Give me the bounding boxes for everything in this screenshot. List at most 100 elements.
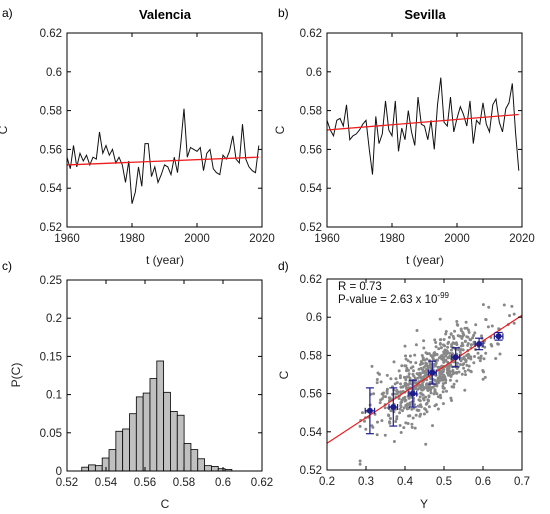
binned-mean-point xyxy=(476,340,483,347)
histogram-bar xyxy=(190,449,199,472)
scatter-point xyxy=(469,369,473,373)
scatter-point xyxy=(426,387,430,391)
scatter-point xyxy=(424,351,428,355)
scatter-point xyxy=(455,371,459,374)
histogram-bar xyxy=(204,465,212,472)
y-tick-label: 0.62 xyxy=(300,274,322,286)
scatter-point xyxy=(464,373,467,377)
x-tick-label: 0.52 xyxy=(56,477,78,489)
scatter-point xyxy=(400,364,404,368)
scatter-point xyxy=(395,389,399,393)
scatter-point xyxy=(421,368,425,372)
x-tick-label: 1980 xyxy=(379,233,405,245)
scatter-point xyxy=(395,392,399,396)
scatter-point xyxy=(448,363,452,367)
scatter-point xyxy=(415,372,419,376)
histogram-bar xyxy=(122,428,130,472)
scatter-point xyxy=(404,421,408,425)
scatter-point xyxy=(408,414,412,418)
panel-c-label: c) xyxy=(2,259,12,273)
scatter-point xyxy=(436,376,440,380)
scatter-point xyxy=(438,370,442,374)
scatter-point xyxy=(383,433,387,437)
scatter-point xyxy=(410,425,414,429)
y-tick-label: 0.56 xyxy=(40,144,62,156)
scatter-point xyxy=(432,392,436,396)
scatter-point xyxy=(445,389,448,393)
scatter-point xyxy=(358,424,362,428)
scatter-point xyxy=(439,354,443,358)
scatter-point xyxy=(460,341,464,345)
histogram-bar xyxy=(115,430,124,472)
scatter-point xyxy=(438,373,442,377)
scatter-point xyxy=(459,359,463,363)
x-tick-label: 0.62 xyxy=(251,477,273,489)
scatter-points xyxy=(358,303,516,466)
scatter-point xyxy=(409,360,413,364)
scatter-point xyxy=(379,398,383,402)
scatter-point xyxy=(444,378,448,382)
scatter-point xyxy=(393,382,397,386)
scatter-point xyxy=(457,370,461,374)
scatter-point xyxy=(455,379,459,383)
histogram-bar xyxy=(183,443,192,472)
x-tick-label: 0.4 xyxy=(397,476,414,488)
scatter-point xyxy=(436,407,440,411)
y-tick-label: 0.54 xyxy=(40,183,63,195)
scatter-point xyxy=(405,407,409,411)
histogram-bar xyxy=(135,396,144,472)
scatter-point xyxy=(510,304,514,308)
histogram-bar xyxy=(129,413,137,472)
scatter-point xyxy=(383,406,387,410)
scatter-point xyxy=(465,335,469,339)
scatter-point xyxy=(512,312,516,316)
scatter-point xyxy=(380,419,384,423)
y-tick-label: 0.6 xyxy=(46,67,62,79)
x-tick-label: 2000 xyxy=(444,233,470,245)
scatter-point xyxy=(442,338,446,341)
y-tick-label: 0.56 xyxy=(300,144,322,156)
scatter-point xyxy=(398,407,402,411)
scatter-point xyxy=(462,333,466,337)
scatter-point xyxy=(463,388,467,392)
scatter-point xyxy=(438,342,442,346)
scatter-point xyxy=(402,375,406,379)
scatter-point xyxy=(358,459,362,463)
scatter-point xyxy=(463,369,467,373)
scatter-point xyxy=(433,390,437,394)
scatter-point xyxy=(415,408,419,412)
scatter-point xyxy=(394,377,398,381)
scatter-point xyxy=(433,353,437,357)
scatter-point xyxy=(370,364,374,368)
scatter-point xyxy=(484,351,488,355)
scatter-point xyxy=(446,345,450,349)
scatter-point xyxy=(464,360,468,364)
scatter-point xyxy=(458,350,462,354)
scatter-point xyxy=(404,384,408,388)
scatter-point xyxy=(424,442,428,446)
scatter-point xyxy=(399,404,403,407)
plot-frame xyxy=(66,32,263,228)
scatter-point xyxy=(388,417,392,420)
y-tick-label: 0.62 xyxy=(300,28,322,40)
scatter-point xyxy=(404,364,408,368)
scatter-point xyxy=(435,358,439,362)
scatter-point xyxy=(417,367,421,371)
scatter-point xyxy=(448,370,452,374)
scatter-point xyxy=(404,381,408,385)
scatter-point xyxy=(397,397,401,400)
scatter-point xyxy=(422,346,426,350)
scatter-point xyxy=(438,338,442,342)
scatter-point xyxy=(404,357,408,361)
scatter-point xyxy=(448,351,452,355)
scatter-point xyxy=(375,433,379,437)
histogram-bar xyxy=(156,360,165,472)
scatter-point xyxy=(437,379,441,383)
scatter-point xyxy=(388,396,392,400)
scatter-point xyxy=(414,413,418,417)
y-tick-label: 0.56 xyxy=(300,389,322,401)
scatter-point xyxy=(397,369,401,373)
scatter-point xyxy=(399,390,403,394)
scatter-point xyxy=(435,392,439,396)
scatter-point xyxy=(451,369,455,372)
